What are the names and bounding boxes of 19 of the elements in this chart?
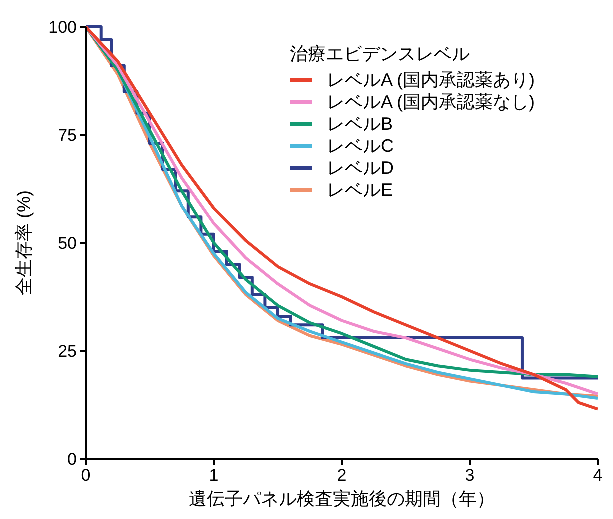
legend-label: レベルD: [327, 158, 394, 178]
legend-title: 治療エビデンスレベル: [290, 44, 470, 64]
legend-label: レベルA (国内承認薬なし): [327, 92, 536, 112]
y-tick-label: 100: [48, 18, 77, 37]
y-tick-label: 25: [58, 342, 77, 361]
x-tick-label: 3: [465, 466, 475, 485]
legend-label: レベルC: [327, 136, 394, 156]
x-tick-label: 4: [593, 466, 603, 485]
legend-label: レベルB: [327, 114, 394, 134]
y-axis-title: 全生存率 (%): [14, 190, 34, 296]
y-tick-label: 75: [58, 126, 77, 145]
legend-label: レベルE: [327, 180, 394, 200]
x-axis-title: 遺伝子パネル検査実施後の期間（年）: [189, 489, 495, 509]
legend-label: レベルA (国内承認薬あり): [327, 70, 536, 90]
y-tick-label: 0: [68, 450, 77, 469]
x-tick-label: 1: [209, 466, 219, 485]
y-tick-label: 50: [58, 234, 77, 253]
x-tick-label: 0: [81, 466, 91, 485]
x-tick-label: 2: [337, 466, 347, 485]
